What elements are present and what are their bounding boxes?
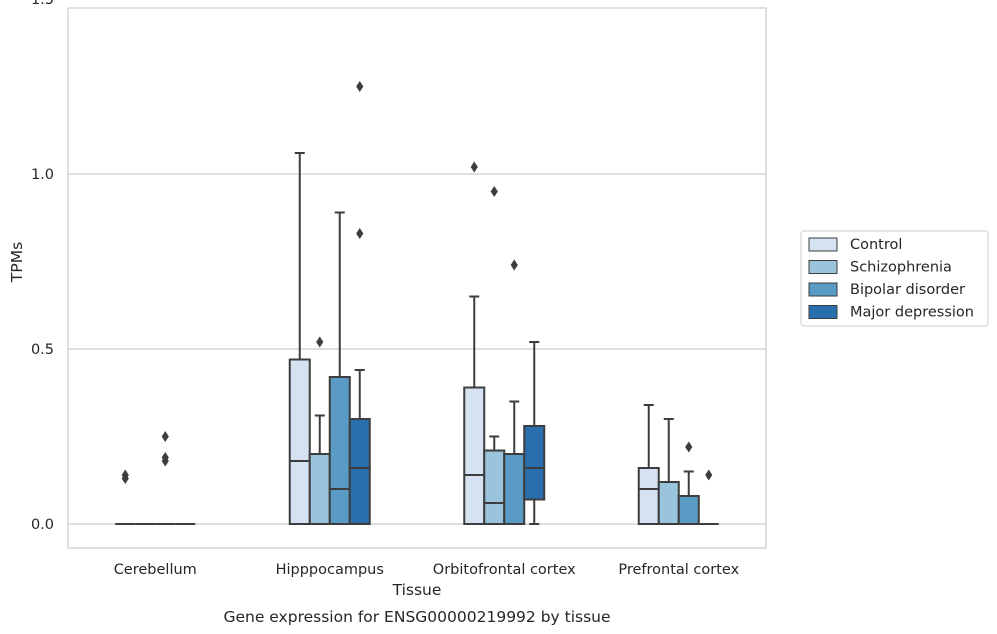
y-tick-label: 1.5 [31,0,54,8]
box-schizophrenia [483,186,506,525]
outlier-point [685,441,693,453]
box-iqr [328,376,351,525]
outlier-point [490,186,498,197]
outlier-point [161,452,169,463]
outlier-point [316,336,324,348]
box-major-depression [348,81,371,525]
box-iqr [483,449,506,525]
box-iqr [637,467,660,525]
box-iqr [677,495,700,525]
x-tick-label: Cerebellum [114,562,197,578]
outlier-point [356,81,364,92]
legend-swatch [808,260,838,274]
legend: Control Schizophrenia Bipolar disorder Majo… [800,230,989,327]
plot-frame [67,7,767,549]
outlier-point [356,228,364,239]
box-iqr [348,418,371,525]
outlier-point [121,469,129,481]
x-tick-labels: Cerebellum Hipppocampus Orbitofrontal cort… [114,562,740,578]
box-schizophrenia [657,418,680,525]
box-iqr [503,453,526,525]
box-iqr [523,425,546,501]
box-iqr [308,453,331,525]
box-iqr [288,358,311,525]
legend-label: Schizophrenia [850,260,952,276]
x-tick-label: Prefrontal cortex [618,562,739,578]
outlier-point [470,161,478,173]
y-tick-label: 0.0 [31,517,54,533]
box-control [288,152,311,525]
box-bipolar-disorder [155,431,176,525]
x-tick-label: Hipppocampus [276,562,384,578]
x-tick-label: Orbitofrontal cortex [433,562,576,578]
box-major-depression [698,469,719,525]
box-control [115,469,136,525]
outlier-point [705,469,713,481]
box-iqr [463,386,486,525]
y-tick-label: 1.0 [31,167,54,183]
legend-swatch [808,305,838,319]
y-axis-label: TPMs [8,242,26,283]
legend-frame [800,230,989,327]
outlier-point [161,431,169,442]
box-iqr [657,481,680,525]
y-tick-label: 0.5 [31,342,54,358]
outlier-point [510,259,518,271]
box-major-depression [523,341,546,525]
figure-caption: Gene expression for ENSG00000219992 by t… [223,608,610,626]
box-bipolar-disorder [677,441,700,525]
x-axis-label: Tissue [392,581,442,599]
legend-swatch [808,237,838,252]
boxes [115,81,719,525]
legend-label: Major depression [850,305,974,321]
legend-label: Control [850,237,902,253]
y-tick-labels: 0.00.51.01.52.02.5 [31,0,54,533]
legend-swatch [808,282,838,297]
legend-label: Bipolar disorder [850,282,965,298]
